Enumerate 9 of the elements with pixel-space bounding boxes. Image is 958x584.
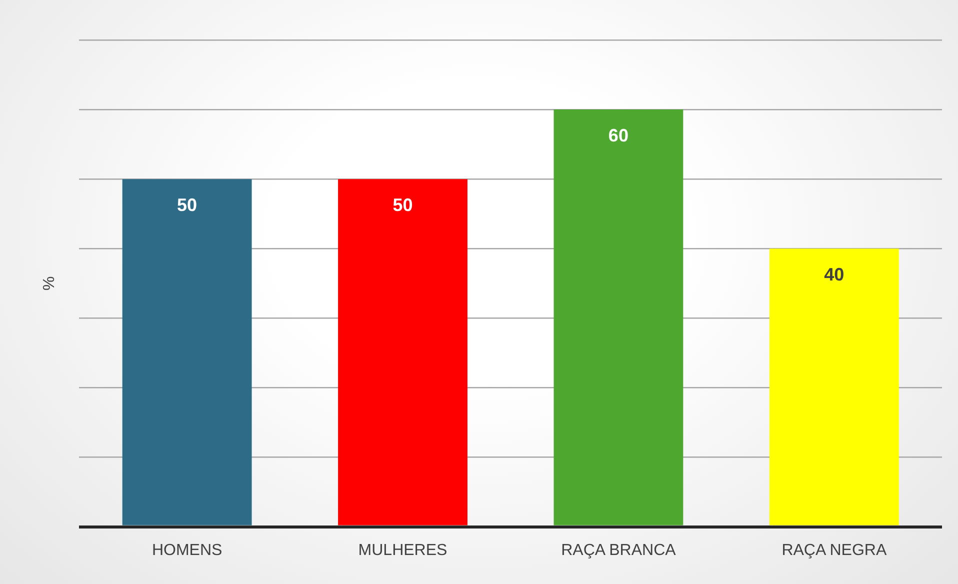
data-label: 50 <box>392 195 413 216</box>
data-label: 60 <box>608 126 628 146</box>
x-tick-label: RAÇA BRANCA <box>561 542 676 559</box>
x-tick-label: HOMENS <box>152 542 222 559</box>
x-tick-label: RAÇA NEGRA <box>782 542 887 559</box>
data-label: 40 <box>824 264 844 285</box>
data-label: 50 <box>177 195 198 216</box>
y-axis-title: % <box>41 276 58 291</box>
x-tick-label: MULHERES <box>358 542 448 559</box>
